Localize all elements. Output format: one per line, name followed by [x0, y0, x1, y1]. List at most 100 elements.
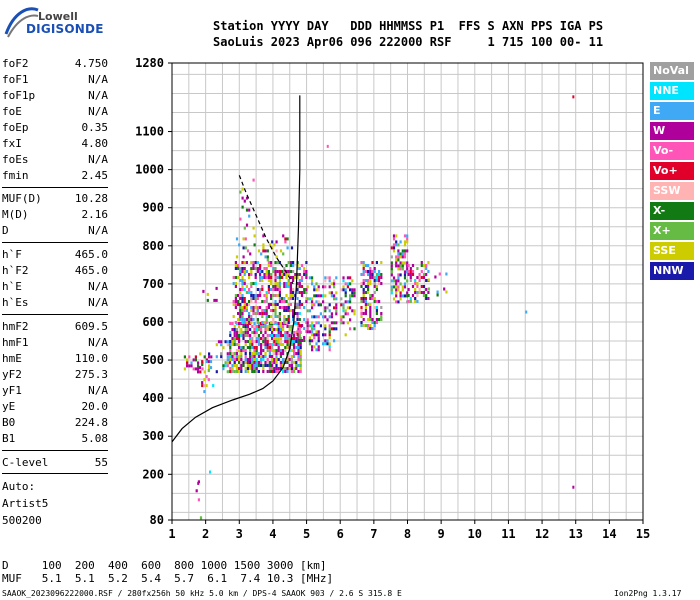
echo-point [380, 273, 383, 276]
echo-point [220, 352, 223, 356]
echo-point [371, 270, 374, 273]
echo-point [271, 358, 274, 361]
param-separator [2, 187, 108, 188]
echo-point [237, 294, 240, 297]
echo-point [270, 315, 273, 318]
echo-point [226, 355, 229, 359]
echo-point [311, 297, 314, 301]
echo-point [445, 272, 448, 276]
echo-point [239, 312, 242, 315]
y-tick-label: 80 [150, 513, 164, 527]
echo-point [205, 358, 208, 362]
echo-point [295, 367, 298, 370]
echo-point [287, 279, 290, 282]
echo-point [403, 285, 407, 289]
echo-point [272, 318, 275, 321]
echo-point [259, 276, 262, 279]
param-row: hmE 110.0 [2, 353, 108, 369]
echo-point [207, 369, 210, 373]
echo-point [401, 294, 404, 298]
x-tick-label: 4 [269, 527, 276, 541]
echo-point [403, 261, 407, 265]
echo-point [256, 297, 259, 300]
echo-point [197, 361, 200, 365]
echo-point [233, 364, 236, 367]
echo-point [298, 279, 301, 282]
echo-point [229, 367, 232, 370]
echo-point [411, 273, 415, 276]
echo-point [273, 334, 276, 337]
echo-point [418, 276, 421, 279]
echo-point [399, 294, 402, 298]
echo-point [397, 273, 400, 277]
param-label: foEs [2, 153, 29, 166]
echo-point [303, 291, 306, 294]
echo-point [278, 297, 281, 300]
echo-point [414, 279, 417, 282]
echo-point [286, 367, 289, 370]
echo-point [275, 361, 278, 364]
echo-point [274, 321, 277, 324]
echo-point [288, 358, 291, 361]
echo-point [427, 278, 430, 282]
echo-point [245, 196, 249, 200]
echo-point [406, 294, 409, 298]
echo-point [282, 349, 285, 352]
echo-point [392, 243, 396, 247]
echo-point [300, 291, 304, 294]
echo-point [322, 315, 325, 319]
echo-point [353, 288, 356, 292]
echo-point [243, 318, 246, 321]
echo-point [420, 270, 423, 273]
echo-point [279, 337, 282, 340]
echo-point [282, 325, 285, 328]
echo-point [422, 291, 426, 294]
echo-point [285, 285, 288, 288]
param-separator [2, 242, 108, 243]
echo-point [209, 366, 213, 370]
echo-point [375, 273, 378, 276]
echo-point [293, 346, 296, 349]
echo-point [246, 328, 249, 331]
echo-point [375, 285, 378, 288]
echo-point [249, 334, 252, 337]
echo-point [188, 364, 191, 368]
echo-point [285, 306, 288, 309]
echo-point [305, 321, 308, 324]
echo-point [290, 343, 293, 346]
echo-point [290, 340, 293, 343]
echo-point [237, 300, 240, 303]
param-row: hmF1 N/A [2, 337, 108, 353]
echo-point [367, 270, 370, 273]
echo-point [289, 309, 292, 312]
echo-point [288, 337, 291, 340]
echo-point [403, 240, 407, 244]
echo-point [367, 324, 370, 327]
echo-point [276, 276, 279, 279]
echo-point [244, 340, 247, 343]
echo-point [409, 279, 412, 282]
echo-point [244, 349, 247, 352]
echo-point [249, 337, 252, 340]
echo-point [311, 315, 314, 319]
echo-point [256, 309, 259, 312]
param-value: N/A [88, 296, 108, 309]
echo-point [278, 306, 281, 309]
echo-point [286, 334, 289, 337]
echo-point [333, 306, 336, 310]
echo-point [324, 306, 327, 310]
echo-point [308, 276, 311, 280]
echo-point [303, 327, 306, 330]
echo-point [278, 288, 281, 291]
echo-point [239, 291, 242, 294]
echo-point [427, 287, 430, 291]
echo-point [233, 370, 236, 373]
echo-point [299, 346, 302, 349]
echo-point [369, 324, 372, 327]
echo-point [278, 300, 281, 303]
echo-point [251, 337, 254, 340]
echo-point [231, 352, 234, 355]
echo-point [315, 288, 318, 292]
echo-point [319, 312, 322, 316]
echo-point [397, 258, 400, 262]
